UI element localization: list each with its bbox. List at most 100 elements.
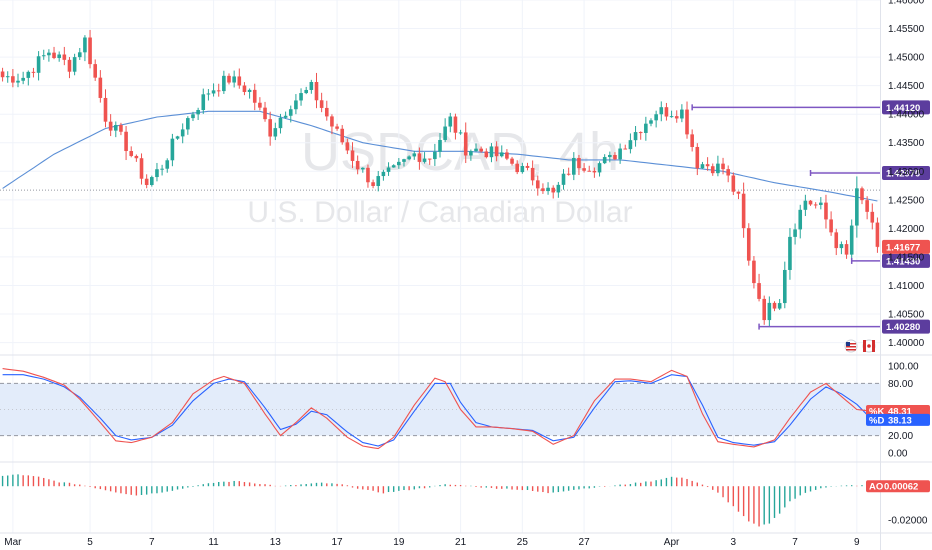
candle-body <box>304 89 308 94</box>
candle-body <box>777 303 782 309</box>
price-tick-label: 1.42500 <box>888 195 925 206</box>
stochastic-d-tag <box>866 413 930 426</box>
candle-body <box>654 114 658 121</box>
price-tick-label: 1.41500 <box>888 252 925 263</box>
candle-body <box>402 159 406 162</box>
candle-body <box>844 244 849 255</box>
candle-body <box>499 152 504 157</box>
stochastic-d-tag-label: %D <box>869 415 884 426</box>
candle-body <box>330 116 334 127</box>
candle-body <box>309 82 314 90</box>
candle-body <box>186 118 190 130</box>
price-tick-label: 1.45000 <box>888 53 925 64</box>
flag-ca-icon <box>862 339 876 353</box>
candle-body <box>556 184 561 193</box>
candle-body <box>541 188 545 192</box>
candle-body <box>268 119 272 137</box>
level-price-label: 1.42970 <box>886 169 920 180</box>
candle-body <box>757 283 761 299</box>
candle-body <box>829 219 833 233</box>
candle-body <box>649 120 653 124</box>
candle-body <box>710 166 715 174</box>
candle-body <box>314 82 319 101</box>
candle-body <box>355 160 360 170</box>
candle-body <box>690 134 694 147</box>
candle-body <box>875 222 880 247</box>
candle-body <box>705 164 710 167</box>
candle-body <box>216 90 221 92</box>
candle-body <box>113 125 118 131</box>
time-tick-label: 21 <box>455 537 467 548</box>
time-tick-label: 13 <box>270 537 282 548</box>
candle-body <box>180 129 185 137</box>
candle-body <box>870 211 875 223</box>
candle-body <box>535 180 540 189</box>
candle-body <box>227 75 231 83</box>
stochastic-d-tag-value: 38.13 <box>888 415 912 426</box>
time-axis[interactable]: Mar 5 7 11 13 17 19 21 25 27 Apr 3 7 9 <box>4 537 860 548</box>
candle-body <box>144 178 149 186</box>
candle-body <box>371 182 375 186</box>
time-tick-label: Mar <box>4 537 22 548</box>
candle-body <box>716 163 720 174</box>
candle-body <box>16 80 20 83</box>
candle-body <box>453 116 458 133</box>
candle-body <box>0 71 5 78</box>
candle-body <box>350 150 355 161</box>
candle-body <box>767 302 772 321</box>
candle-body <box>345 142 350 151</box>
candle-body <box>278 117 283 129</box>
candle-body <box>530 167 535 181</box>
candle-body <box>628 140 633 150</box>
candle-body <box>587 170 592 172</box>
candle-body <box>170 138 175 161</box>
price-tick-label: 1.40500 <box>888 310 925 321</box>
candle-body <box>597 163 602 173</box>
candle-body <box>201 94 206 111</box>
candle-body <box>247 89 252 92</box>
candle-body <box>108 121 113 131</box>
candle-body <box>366 167 370 183</box>
candle-body <box>700 164 705 169</box>
candle-body <box>258 102 262 108</box>
candle-body <box>62 54 67 60</box>
candle-body <box>72 57 77 72</box>
candle-body <box>324 107 329 117</box>
candle-body <box>484 151 489 158</box>
candle-body <box>263 107 267 120</box>
candle-body <box>283 115 288 118</box>
current-price-label: 1.41677 <box>886 242 920 253</box>
price-tick-label: 1.45500 <box>888 24 925 35</box>
price-tick-label: 1.40000 <box>888 338 925 349</box>
candle-body <box>299 93 303 101</box>
level-price-tag <box>882 166 930 181</box>
candles <box>0 29 880 327</box>
candle-body <box>834 232 839 249</box>
candle-body <box>386 167 391 172</box>
candle-body <box>319 100 324 108</box>
candle-body <box>448 116 453 127</box>
level-price-label: 1.40280 <box>886 322 920 333</box>
candle-body <box>680 109 684 119</box>
stochastic-k-line <box>2 368 878 450</box>
level-price-tag <box>882 100 930 115</box>
price-tick-label: 1.46000 <box>888 0 925 7</box>
candle-body <box>515 163 519 173</box>
ao-tag <box>866 480 930 493</box>
watermark-symbol: USDCAD, 4h <box>301 122 619 182</box>
candle-body <box>577 158 581 169</box>
candle-body <box>361 167 365 170</box>
levels: 1.44120 1.42970 1.41430 1.40280 1.41677 <box>691 100 930 334</box>
stochastic-tick-label: 20.00 <box>888 431 913 442</box>
level-price-tag <box>882 319 930 334</box>
candle-body <box>726 169 730 176</box>
candle-body <box>489 146 494 158</box>
candle-body <box>103 97 108 122</box>
price-axis[interactable]: 1.46000 1.45500 1.45000 1.44500 1.44000 1.435… <box>888 0 925 349</box>
candle-body <box>206 93 211 95</box>
candle-body <box>633 132 638 141</box>
candle-body <box>391 165 396 168</box>
candle-body <box>175 136 180 139</box>
